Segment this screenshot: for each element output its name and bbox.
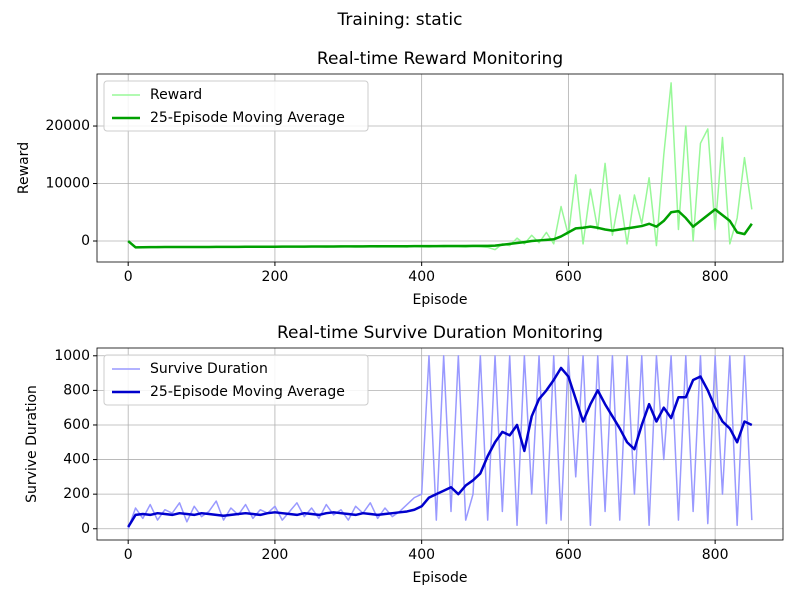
- y-tick-label: 20000: [45, 118, 90, 134]
- x-tick-label: 400: [408, 269, 435, 285]
- legend-label: 25-Episode Moving Average: [150, 110, 345, 126]
- x-tick-label: 600: [555, 269, 582, 285]
- y-tick-label: 800: [63, 382, 90, 398]
- axes-title: Real-time Reward Monitoring: [317, 49, 563, 69]
- legend: Reward 25-Episode Moving Average: [103, 80, 369, 132]
- series-line: [127, 208, 753, 249]
- y-tick-label: 0: [81, 233, 90, 249]
- x-axis-label: Episode: [413, 292, 468, 308]
- y-tick-label: 200: [63, 486, 90, 502]
- y-tick-label: 600: [63, 417, 90, 433]
- legend: Survive Duration 25-Episode Moving Averag…: [103, 354, 369, 406]
- y-tick-label: 0: [81, 521, 90, 537]
- x-tick-label: 800: [702, 547, 729, 563]
- legend-label: Reward: [150, 87, 202, 103]
- series-line: [127, 355, 753, 530]
- x-axis-label: Episode: [413, 570, 468, 586]
- legend-box: [103, 354, 369, 406]
- axes-frame: [96, 73, 784, 263]
- subplot: Real-time Reward Monitoring Episode Reward…: [16, 49, 784, 308]
- legend-box: [103, 80, 369, 132]
- y-tick-label: 400: [63, 452, 90, 468]
- x-tick-label: 0: [124, 547, 133, 563]
- figure-title: Training: static: [337, 10, 463, 30]
- x-tick-label: 800: [702, 269, 729, 285]
- x-tick-label: 200: [262, 269, 289, 285]
- subplot: Real-time Survive Duration Monitoring Epi…: [24, 323, 784, 586]
- axes-title: Real-time Survive Duration Monitoring: [277, 323, 603, 343]
- y-tick-label: 10000: [45, 176, 90, 192]
- legend-label: 25-Episode Moving Average: [150, 384, 345, 400]
- y-axis-label: Survive Duration: [24, 385, 40, 503]
- axes-frame: [96, 347, 784, 541]
- x-tick-label: 0: [124, 269, 133, 285]
- x-tick-label: 600: [555, 547, 582, 563]
- series-line: [127, 366, 753, 528]
- y-tick-label: 1000: [54, 348, 90, 364]
- legend-label: Survive Duration: [150, 361, 268, 377]
- x-tick-label: 200: [262, 547, 289, 563]
- y-axis-label: Reward: [16, 142, 32, 194]
- x-tick-label: 400: [408, 547, 435, 563]
